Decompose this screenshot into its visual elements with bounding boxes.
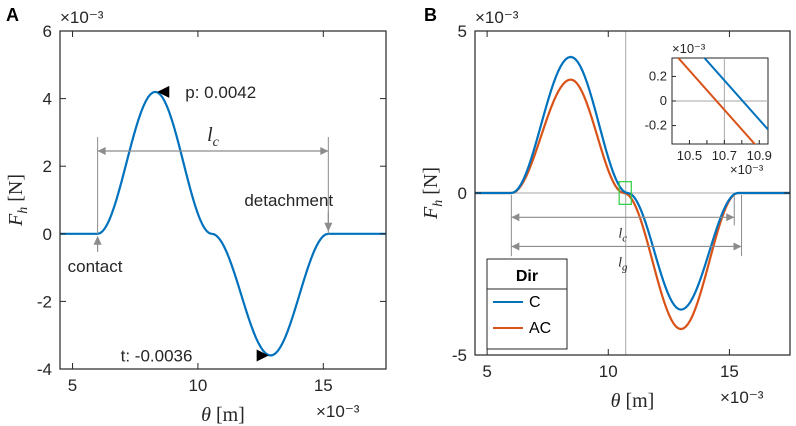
legend-label-C: C — [529, 294, 541, 311]
inset-ytick-label: -0.2 — [645, 118, 667, 133]
panel-a-ytick-label: 0 — [43, 225, 52, 244]
panel-a-axes-frame — [59, 30, 387, 370]
contact-arrow-icon — [93, 235, 102, 245]
panel-b-xtick-label: 15 — [720, 362, 739, 381]
peak-arrow-icon — [157, 85, 170, 98]
trough-arrow-icon — [256, 349, 269, 362]
panel-b-annotations: lc lg — [510, 181, 743, 273]
contact-label: contact — [68, 257, 123, 276]
panel-a-series-line-0 — [60, 90, 386, 357]
inset-x-exponent: ×10⁻³ — [730, 162, 764, 177]
lc-label: lc — [618, 226, 627, 244]
panel-b-xtick-label: 5 — [482, 362, 491, 381]
trough-label: t: -0.0036 — [121, 346, 193, 365]
panel-b-ytick-label: 5 — [458, 22, 467, 41]
panel-a-x-exponent: ×10⁻³ — [316, 402, 360, 421]
lg-dimension-arrow-left — [511, 242, 520, 251]
panel-b-y-exponent: ×10⁻³ — [475, 8, 519, 27]
panel-b: B lc lg 5 10 15 -5 0 5 ×10⁻³ ×10⁻³ θ [m] Fh [N… — [420, 5, 791, 412]
panel-a-ytick-label: 4 — [43, 90, 52, 109]
zoom-region-box — [618, 181, 632, 205]
panel-b-legend: Dir C AC — [486, 258, 568, 350]
panel-b-ytick-label: -5 — [452, 346, 467, 365]
panel-a-annotations: p: 0.0042 t: -0.0036 contact detachment lc — [68, 83, 334, 366]
peak-label: p: 0.0042 — [185, 83, 256, 102]
lc-dimension-arrow-right — [726, 213, 735, 222]
panel-a: A p: 0.0042 t: -0.0036 contact detachment lc… — [5, 5, 387, 426]
panel-b-series-line-C — [475, 55, 790, 311]
panel-a-ticks: 5 10 15 -4 -2 0 2 4 6 — [37, 22, 386, 395]
detachment-label: detachment — [244, 191, 333, 210]
legend-box — [486, 258, 568, 350]
inset-ytick-label: 0.2 — [649, 68, 667, 83]
panel-b-y-label: Fh [N] — [420, 167, 446, 220]
panel-b-x-label: θ [m] — [611, 390, 655, 412]
lc-dimension-arrow-left — [511, 213, 520, 222]
panel-b-xtick-label: 10 — [599, 362, 618, 381]
panel-a-y-label: Fh [N] — [5, 174, 31, 227]
panel-a-xtick-label: 10 — [188, 376, 207, 395]
inset-series — [676, 58, 768, 144]
panel-a-series — [60, 90, 386, 357]
inset-line-AC — [676, 58, 757, 144]
inset-y-exponent: ×10⁻³ — [672, 41, 706, 56]
inset-xtick-label: 10.7 — [712, 148, 737, 163]
legend-label-AC: AC — [529, 320, 551, 337]
inset-xtick-label: 10.9 — [747, 148, 772, 163]
panel-b-inset: 10.5 10.7 10.9 -0.2 0 0.2 ×10⁻³ ×10⁻³ — [645, 41, 772, 177]
lc-dimension-arrow-right — [320, 146, 329, 155]
lg-label: lg — [618, 255, 628, 273]
lg-dimension-arrow-right — [733, 242, 742, 251]
lc-dimension-arrow-left — [97, 146, 106, 155]
panel-label-a: A — [6, 5, 19, 25]
legend-title: Dir — [516, 268, 538, 285]
lc-label: lc — [207, 124, 220, 150]
panel-a-x-label: θ [m] — [201, 404, 245, 426]
panel-a-xtick-label: 5 — [68, 376, 77, 395]
inset-line-C — [703, 58, 768, 131]
panel-a-xtick-label: 15 — [314, 376, 333, 395]
panel-b-ytick-label: 0 — [458, 184, 467, 203]
panel-label-b: B — [424, 5, 437, 25]
panel-a-ytick-label: -4 — [37, 360, 52, 379]
panel-a-ytick-label: 2 — [43, 157, 52, 176]
inset-xtick-label: 10.5 — [677, 148, 702, 163]
panel-b-x-exponent: ×10⁻³ — [720, 388, 764, 407]
panel-b-ticks: 5 10 15 -5 0 5 — [452, 22, 790, 381]
panel-a-ytick-label: 6 — [43, 22, 52, 41]
panel-a-y-exponent: ×10⁻³ — [60, 8, 104, 27]
panel-a-ytick-label: -2 — [37, 292, 52, 311]
inset-ytick-label: 0 — [660, 93, 667, 108]
panel-b-series — [475, 55, 790, 331]
